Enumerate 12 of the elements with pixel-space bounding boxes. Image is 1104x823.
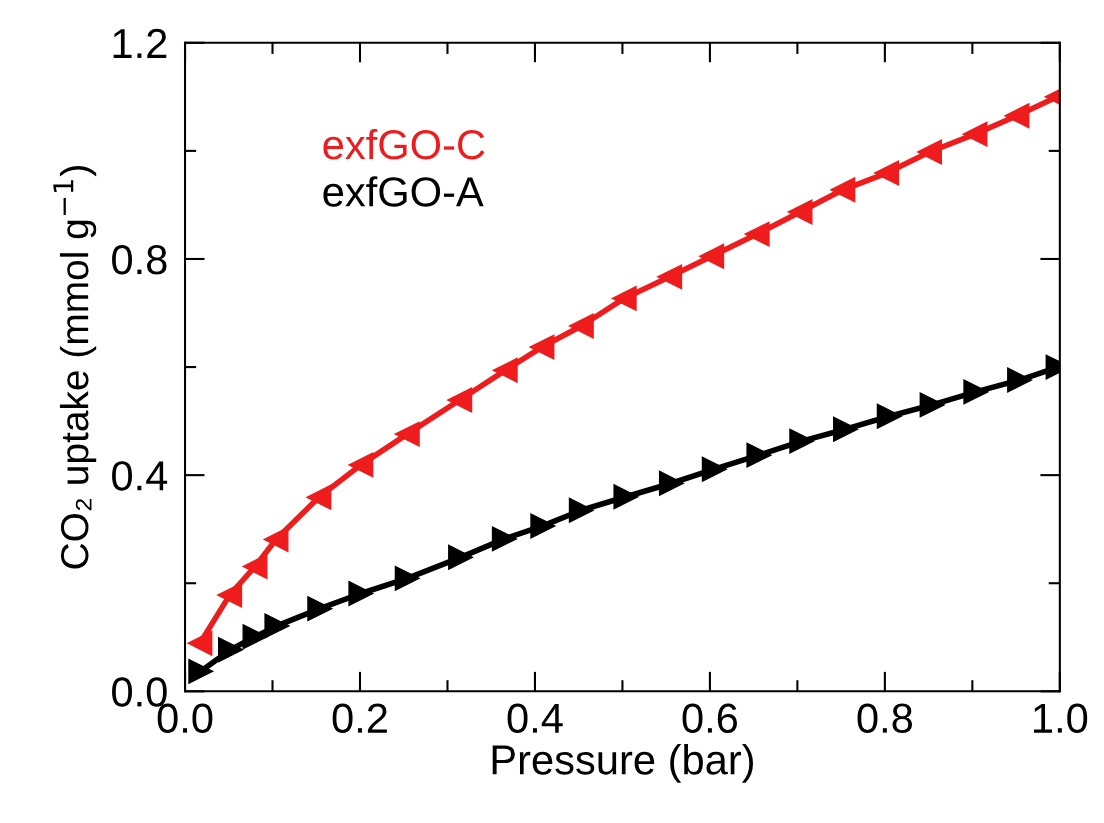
y-tick-label: 0.4 [112,461,168,491]
x-tick-label: 0.8 [857,703,913,734]
x-tick-label: 0.4 [507,703,563,734]
text: exfGO-C [323,128,485,160]
x-tick-label: 1.0 [1034,703,1088,734]
y-axis-title: CO₂ uptake (mmol g$^{−1}$) [53,166,97,569]
x-tick-label: 0.2 [332,703,387,734]
x-tick-label: 0.6 [682,703,738,734]
x-axis-title: Pressure (bar) [492,744,753,783]
y-tick-label: 0.8 [112,244,167,275]
y-tick-label: 1.2 [113,28,167,58]
text: exfGO-A [323,176,484,207]
